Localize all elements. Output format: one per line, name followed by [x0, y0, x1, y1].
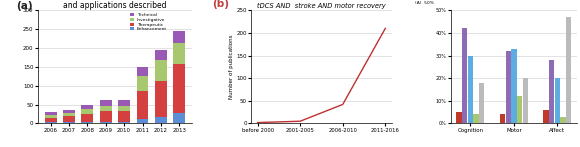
Bar — [81, 109, 93, 114]
Bar — [467, 56, 473, 123]
Bar — [555, 78, 560, 123]
Title: Number of tDCS academic articles
and applications described: Number of tDCS academic articles and app… — [49, 0, 181, 10]
Bar — [118, 106, 130, 111]
Bar — [45, 115, 57, 118]
Bar — [100, 111, 112, 122]
Bar — [100, 122, 112, 123]
Bar — [45, 122, 57, 123]
Bar — [45, 112, 57, 115]
Bar — [500, 114, 505, 123]
Legend: Technical, Investigative, Therapeutic, Enhancement: Technical, Investigative, Therapeutic, E… — [129, 12, 168, 32]
Bar — [81, 122, 93, 123]
Bar — [155, 50, 167, 60]
Text: (a): (a) — [16, 1, 32, 11]
Bar — [473, 114, 478, 123]
Bar — [560, 117, 566, 123]
Bar — [566, 17, 571, 123]
Bar — [517, 96, 522, 123]
Bar — [63, 113, 75, 116]
Bar — [118, 100, 130, 106]
Bar — [549, 60, 554, 123]
Bar — [136, 119, 148, 123]
Bar — [155, 60, 167, 81]
Bar — [118, 111, 130, 122]
Text: (A)  50%: (A) 50% — [415, 1, 434, 5]
Bar — [543, 110, 549, 123]
Bar — [456, 112, 462, 123]
Bar — [81, 105, 93, 109]
Bar — [173, 31, 185, 43]
Bar — [462, 28, 467, 123]
Bar — [173, 64, 185, 113]
Bar — [173, 43, 185, 64]
Bar — [63, 110, 75, 113]
Y-axis label: Number of publications: Number of publications — [229, 35, 234, 99]
Bar — [155, 81, 167, 117]
Bar — [136, 67, 148, 76]
Bar — [512, 49, 517, 123]
Bar — [173, 113, 185, 123]
Bar — [506, 51, 511, 123]
Bar — [136, 91, 148, 119]
Bar — [100, 106, 112, 111]
Bar — [45, 118, 57, 122]
Bar — [523, 78, 528, 123]
Text: (b): (b) — [212, 0, 229, 9]
Bar — [63, 122, 75, 123]
Bar — [63, 116, 75, 122]
Bar — [136, 76, 148, 91]
Bar — [118, 122, 130, 123]
Bar — [155, 117, 167, 123]
Bar — [81, 114, 93, 122]
Bar — [479, 83, 484, 123]
Title: Publications on PubMed
tDCS AND  stroke AND motor recovery: Publications on PubMed tDCS AND stroke A… — [257, 0, 386, 9]
Bar — [100, 100, 112, 106]
